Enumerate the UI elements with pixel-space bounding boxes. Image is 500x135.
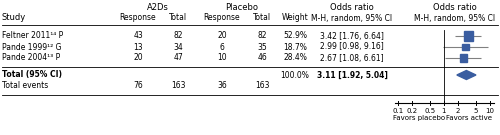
Text: 2.67 [1.08, 6.61]: 2.67 [1.08, 6.61] xyxy=(320,53,384,63)
Text: 35: 35 xyxy=(257,43,267,51)
Text: 2: 2 xyxy=(456,108,460,114)
Text: 20: 20 xyxy=(133,53,143,63)
Text: 82: 82 xyxy=(257,31,267,40)
Text: Odds ratio: Odds ratio xyxy=(433,3,477,11)
Text: Total: Total xyxy=(169,14,187,23)
Text: 76: 76 xyxy=(133,82,143,90)
Bar xyxy=(460,54,467,62)
Text: 1: 1 xyxy=(442,108,446,114)
Text: 163: 163 xyxy=(171,82,185,90)
Text: 3.42 [1.76, 6.64]: 3.42 [1.76, 6.64] xyxy=(320,31,384,40)
Text: Response: Response xyxy=(120,14,156,23)
Text: Total: Total xyxy=(253,14,271,23)
Text: 100.0%: 100.0% xyxy=(280,70,310,80)
Text: M-H, random, 95% CI: M-H, random, 95% CI xyxy=(414,14,496,23)
Text: 82: 82 xyxy=(174,31,183,40)
Polygon shape xyxy=(457,70,476,80)
Text: A2Ds: A2Ds xyxy=(147,3,169,11)
Text: 0.1: 0.1 xyxy=(392,108,404,114)
Text: 36: 36 xyxy=(217,82,227,90)
Text: 3.11 [1.92, 5.04]: 3.11 [1.92, 5.04] xyxy=(316,70,388,80)
Text: 47: 47 xyxy=(173,53,183,63)
Text: Total (95% CI): Total (95% CI) xyxy=(2,70,62,80)
Text: 43: 43 xyxy=(133,31,143,40)
Text: 52.9%: 52.9% xyxy=(283,31,307,40)
Text: Favors active: Favors active xyxy=(446,115,492,121)
Text: 20: 20 xyxy=(217,31,227,40)
Text: M-H, random, 95% CI: M-H, random, 95% CI xyxy=(312,14,392,23)
Text: Weight: Weight xyxy=(282,14,308,23)
Bar xyxy=(464,31,473,41)
Text: 10: 10 xyxy=(217,53,227,63)
Text: Odds ratio: Odds ratio xyxy=(330,3,374,11)
Text: Favors placebo: Favors placebo xyxy=(394,115,446,121)
Text: 2.99 [0.98, 9.16]: 2.99 [0.98, 9.16] xyxy=(320,43,384,51)
Text: 6: 6 xyxy=(220,43,224,51)
Text: Study: Study xyxy=(2,14,26,23)
Text: Pande 2004¹³ P: Pande 2004¹³ P xyxy=(2,53,60,63)
Text: 28.4%: 28.4% xyxy=(283,53,307,63)
Text: 10: 10 xyxy=(485,108,494,114)
Text: 5: 5 xyxy=(474,108,478,114)
Text: Response: Response xyxy=(204,14,240,23)
Text: 46: 46 xyxy=(257,53,267,63)
Text: 18.7%: 18.7% xyxy=(283,43,307,51)
Text: 34: 34 xyxy=(173,43,183,51)
Text: Pande 1999¹² G: Pande 1999¹² G xyxy=(2,43,62,51)
Text: 13: 13 xyxy=(133,43,143,51)
Text: 163: 163 xyxy=(255,82,269,90)
Text: 0.2: 0.2 xyxy=(406,108,418,114)
Text: Placebo: Placebo xyxy=(226,3,258,11)
Text: 0.5: 0.5 xyxy=(424,108,436,114)
Text: Feltner 2011¹⁴ P: Feltner 2011¹⁴ P xyxy=(2,31,63,40)
Text: Total events: Total events xyxy=(2,82,48,90)
Bar xyxy=(462,44,469,50)
